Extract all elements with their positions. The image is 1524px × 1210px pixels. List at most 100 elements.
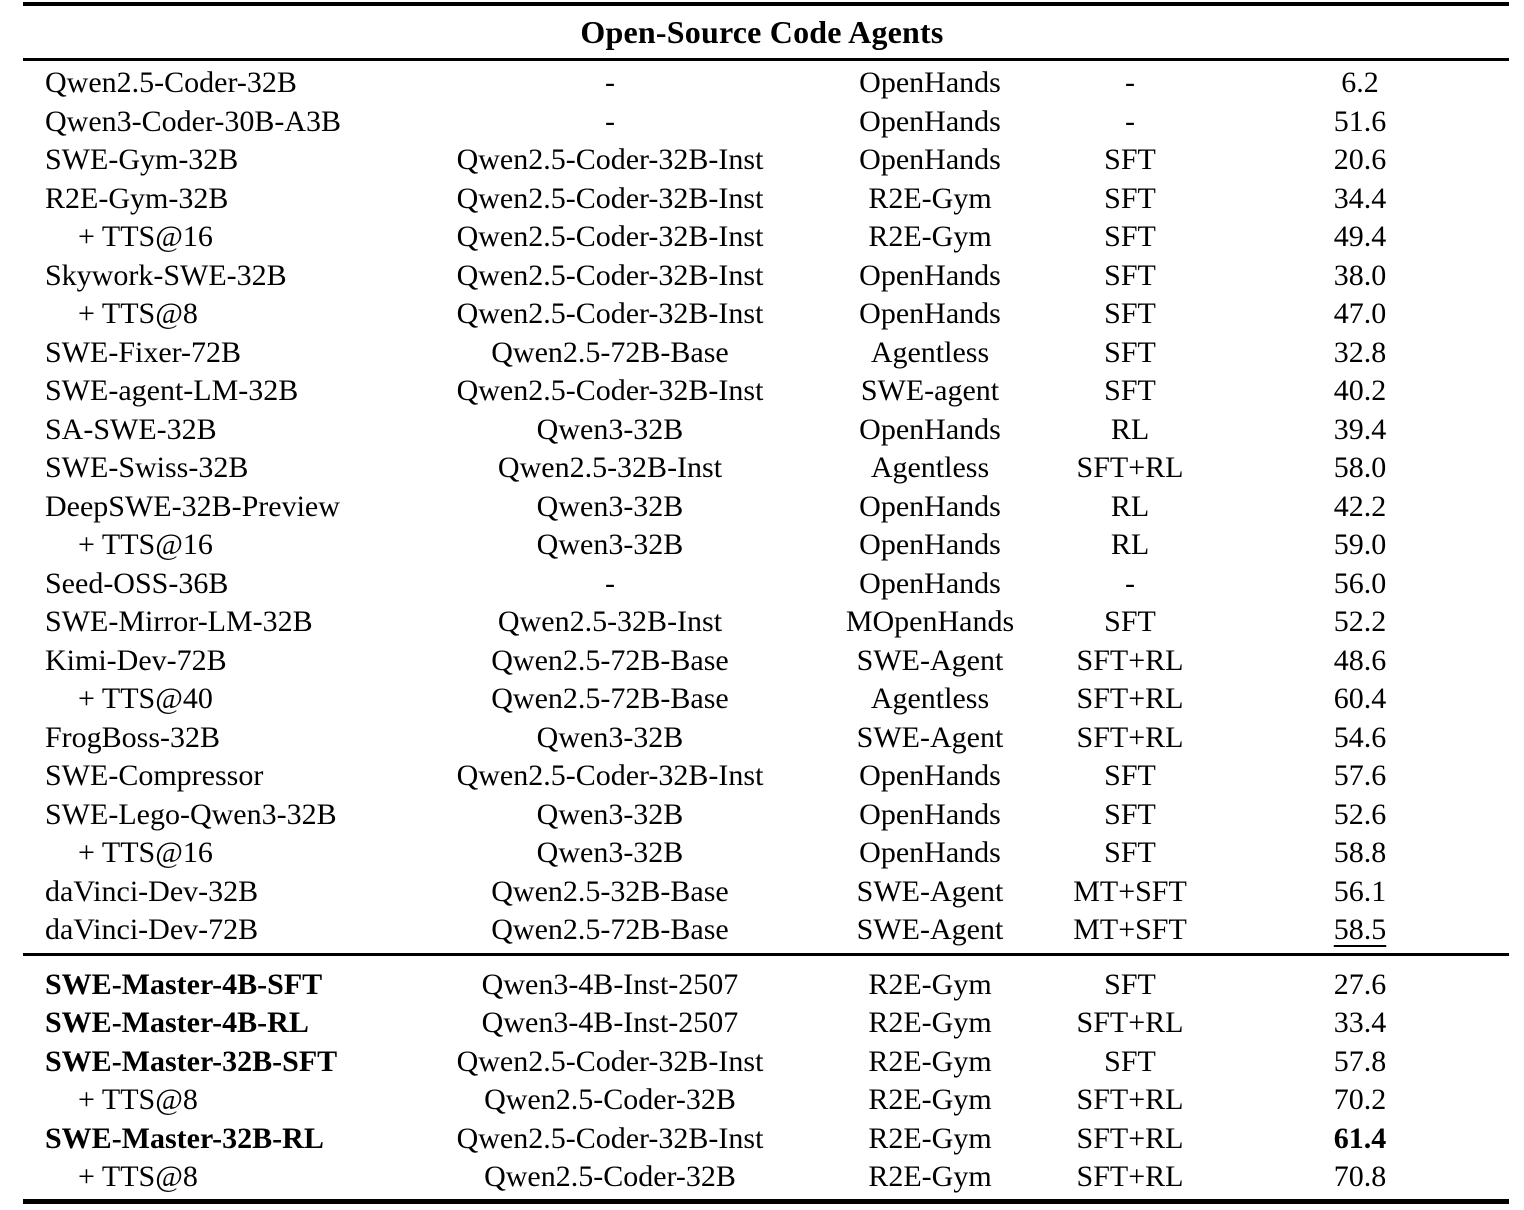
score-cell: 57.8 (1333, 1044, 1387, 1078)
score-cell: 40.2 (1333, 374, 1387, 407)
base-model-cell: Qwen2.5-Coder-32B (484, 1083, 736, 1116)
model-cell: + TTS@16 (78, 220, 213, 253)
model-cell: SWE-Gym-32B (45, 143, 239, 176)
scaffold-cell: SWE-Agent (856, 913, 1004, 946)
table-row: SWE-Master-32B-RL Qwen2.5-Coder-32B-Inst… (0, 1120, 1524, 1159)
base-model-cell: Qwen3-32B (536, 836, 684, 869)
base-model-cell: Qwen2.5-Coder-32B-Inst (456, 220, 764, 253)
training-cell: SFT+RL (1076, 1083, 1184, 1116)
training-cell: SFT (1104, 374, 1156, 407)
score-cell: 51.6 (1333, 104, 1387, 138)
scaffold-cell: OpenHands (859, 66, 1001, 99)
model-cell: Qwen2.5-Coder-32B (45, 66, 297, 99)
score-cell: 58.8 (1333, 836, 1387, 869)
table-row: SA-SWE-32B Qwen3-32B OpenHands RL 39.4 (0, 411, 1524, 450)
training-cell: MT+SFT (1073, 874, 1187, 908)
scaffold-cell: OpenHands (859, 258, 1001, 292)
training-cell: SFT+RL (1076, 1160, 1184, 1193)
scaffold-cell: OpenHands (859, 759, 1001, 792)
scaffold-cell: Agentless (870, 451, 990, 484)
training-cell: SFT (1104, 297, 1156, 330)
training-cell: SFT+RL (1076, 451, 1184, 484)
model-cell: SWE-Master-32B-RL (45, 1121, 324, 1155)
base-model-cell: Qwen2.5-72B-Base (491, 643, 729, 677)
training-cell: SFT+RL (1076, 682, 1184, 715)
bottom-rule (23, 1198, 1509, 1204)
section-prior-open-source-agents: Qwen2.5-Coder-32B - OpenHands - 6.2 Qwen… (0, 61, 1524, 953)
scaffold-cell: SWE-Agent (856, 643, 1004, 677)
score-cell: 20.6 (1333, 143, 1387, 176)
score-cell: 34.4 (1333, 181, 1387, 215)
score-cell: 42.2 (1333, 489, 1387, 523)
training-cell: SFT (1104, 335, 1156, 369)
score-cell: 27.6 (1333, 967, 1387, 1001)
training-cell: SFT (1104, 967, 1156, 1001)
table-row: SWE-Mirror-LM-32B Qwen2.5-32B-Inst MOpen… (0, 603, 1524, 642)
training-cell: - (1125, 104, 1135, 138)
table-row: SWE-Gym-32B Qwen2.5-Coder-32B-Inst OpenH… (0, 141, 1524, 180)
scaffold-cell: MOpenHands (845, 605, 1015, 638)
table-row: + TTS@8 Qwen2.5-Coder-32B R2E-Gym SFT+RL… (0, 1081, 1524, 1120)
base-model-cell: - (605, 66, 615, 99)
base-model-cell: Qwen2.5-Coder-32B-Inst (456, 374, 764, 407)
model-cell: Skywork-SWE-32B (45, 258, 287, 292)
score-cell: 59.0 (1333, 528, 1387, 561)
table-row: Qwen2.5-Coder-32B - OpenHands - 6.2 (0, 64, 1524, 103)
base-model-cell: Qwen2.5-32B-Inst (497, 451, 723, 484)
base-model-cell: Qwen2.5-32B-Inst (497, 605, 723, 638)
score-cell: 56.0 (1333, 566, 1387, 600)
scaffold-cell: OpenHands (859, 412, 1001, 446)
table-row: + TTS@16 Qwen3-32B OpenHands RL 59.0 (0, 526, 1524, 565)
training-cell: SFT+RL (1076, 643, 1184, 677)
score-cell: 38.0 (1333, 258, 1387, 292)
table-row: DeepSWE-32B-Preview Qwen3-32B OpenHands … (0, 488, 1524, 527)
base-model-cell: Qwen2.5-32B-Base (491, 874, 729, 908)
score-cell: 56.1 (1333, 874, 1387, 908)
scaffold-cell: R2E-Gym (868, 1006, 992, 1039)
base-model-cell: Qwen2.5-Coder-32B-Inst (456, 181, 764, 215)
training-cell: SFT+RL (1076, 1006, 1184, 1039)
model-cell: + TTS@8 (78, 1160, 198, 1193)
score-cell: 57.6 (1333, 759, 1387, 792)
scaffold-cell: R2E-Gym (868, 1121, 992, 1155)
score-cell: 52.2 (1333, 605, 1387, 638)
base-model-cell: Qwen2.5-Coder-32B-Inst (456, 143, 764, 176)
model-cell: + TTS@8 (78, 297, 198, 330)
model-cell: R2E-Gym-32B (45, 181, 229, 215)
scaffold-cell: OpenHands (859, 566, 1001, 600)
base-model-cell: Qwen2.5-Coder-32B-Inst (456, 297, 764, 330)
scaffold-cell: OpenHands (859, 297, 1001, 330)
model-cell: SWE-Master-4B-SFT (45, 967, 323, 1001)
table-row: daVinci-Dev-72B Qwen2.5-72B-Base SWE-Age… (0, 911, 1524, 950)
base-model-cell: Qwen2.5-Coder-32B-Inst (456, 258, 764, 292)
scaffold-cell: SWE-Agent (856, 874, 1004, 908)
base-model-cell: Qwen3-32B (536, 720, 684, 754)
scaffold-cell: Agentless (870, 335, 990, 369)
model-cell: SWE-Lego-Qwen3-32B (45, 797, 337, 831)
scaffold-cell: R2E-Gym (868, 1160, 992, 1193)
table-row: Seed-OSS-36B - OpenHands - 56.0 (0, 565, 1524, 604)
base-model-cell: Qwen2.5-72B-Base (491, 335, 729, 369)
score-cell: 60.4 (1333, 682, 1387, 715)
model-cell: SA-SWE-32B (45, 412, 217, 446)
table-row: SWE-Master-4B-RL Qwen3-4B-Inst-2507 R2E-… (0, 1004, 1524, 1043)
table-row: + TTS@40 Qwen2.5-72B-Base Agentless SFT+… (0, 680, 1524, 719)
model-cell: Kimi-Dev-72B (45, 643, 227, 677)
model-cell: Qwen3-Coder-30B-A3B (45, 104, 342, 138)
model-cell: + TTS@16 (78, 528, 213, 561)
model-cell: SWE-Compressor (45, 759, 264, 792)
mid-rule (23, 952, 1509, 956)
scaffold-cell: SWE-Agent (856, 720, 1004, 754)
table-row: SWE-Compressor Qwen2.5-Coder-32B-Inst Op… (0, 757, 1524, 796)
model-cell: daVinci-Dev-72B (45, 913, 259, 946)
header-rule (23, 58, 1509, 61)
model-cell: SWE-Mirror-LM-32B (45, 605, 313, 638)
base-model-cell: Qwen2.5-Coder-32B-Inst (456, 759, 764, 792)
base-model-cell: Qwen2.5-Coder-32B-Inst (456, 1121, 764, 1155)
score-cell: 70.8 (1333, 1160, 1387, 1193)
score-cell: 52.6 (1333, 797, 1387, 831)
table-row: + TTS@8 Qwen2.5-Coder-32B-Inst OpenHands… (0, 295, 1524, 334)
training-cell: - (1125, 566, 1135, 600)
table-row: + TTS@8 Qwen2.5-Coder-32B R2E-Gym SFT+RL… (0, 1158, 1524, 1197)
base-model-cell: Qwen3-32B (536, 412, 684, 446)
